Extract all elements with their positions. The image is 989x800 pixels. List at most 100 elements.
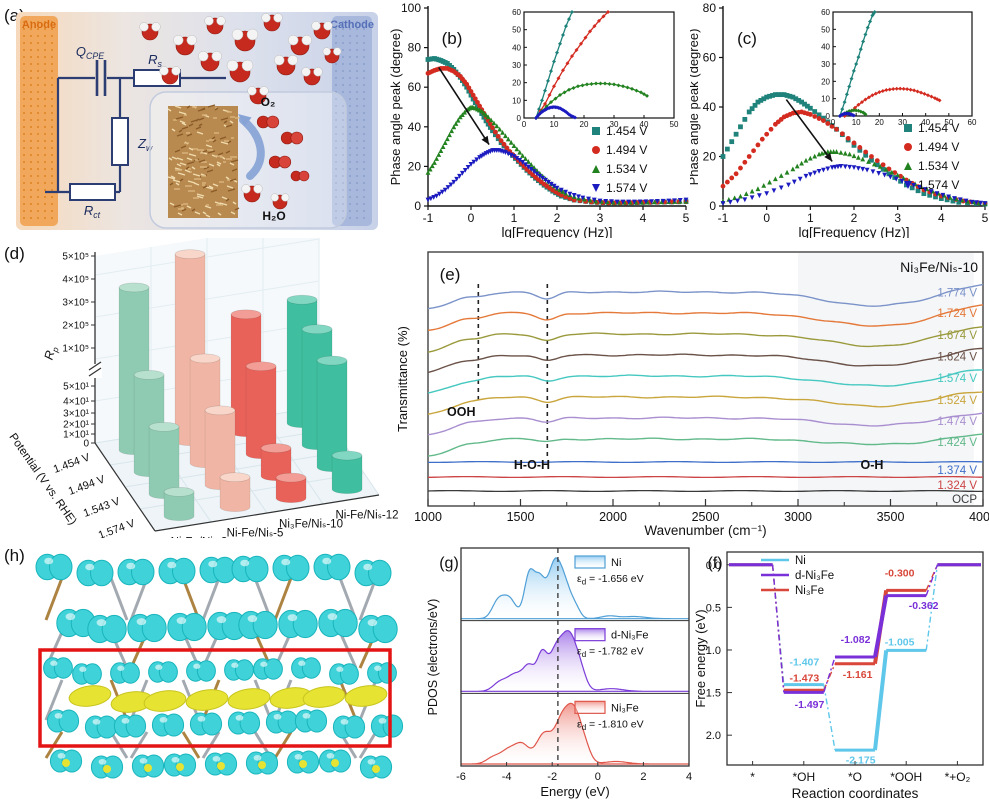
svg-text:4×10¹: 4×10¹ [63,397,90,408]
svg-text:3×10¹: 3×10¹ [63,409,90,420]
value-labels: -1.407 -1.473 -1.497 -1.082 -1.161 -2.175 -0.3… [789,568,938,767]
svg-text:10: 10 [512,96,521,105]
svg-text:lg[Frequency (Hz)]: lg[Frequency (Hz)] [501,225,612,238]
svg-text:2500: 2500 [692,510,720,524]
svg-text:Rct: Rct [84,203,101,220]
svg-text:1.534 V: 1.534 V [606,162,647,176]
free-energy-canvas: 0.0 0.5 1.0 1.5 2.0 * *OH *O *OOH *+O₂ Reaction co… [693,551,984,800]
svg-text:40: 40 [921,118,930,127]
reaction-arrow [238,114,265,180]
pdos-canvas: Ni εd = -1.656 eV d-Ni₃Fe εd = -1.782 eV Ni₃… [426,547,692,799]
svg-text:1.574 V: 1.574 V [918,178,959,192]
svg-text:-1: -1 [718,211,729,225]
panel-label-h: (h) [4,546,25,565]
bars [118,249,363,521]
svg-text:*OH: *OH [792,770,815,784]
dashed-markers [477,284,549,456]
water-molecules [139,13,342,105]
trend-arrow [438,66,490,146]
axes: -6 -4 -2 0 2 4 Energy (eV) PDOS (electrons/eV) [426,547,692,799]
band-annotations: OOH H-O-H O-H [447,405,883,472]
svg-text:Ni: Ni [795,555,806,567]
svg-text:Rs: Rs [148,52,162,69]
svg-text:30: 30 [898,118,907,127]
bar3d-canvas: 5×10⁵ 4×10⁵ 3×10⁵ 2×10⁵ 1×10⁵ 5×10¹ 4×10¹3×10¹… [6,220,399,549]
svg-text:60: 60 [968,118,977,127]
svg-text:OOH: OOH [447,405,475,419]
svg-text:4×10⁵: 4×10⁵ [62,275,89,286]
svg-text:Ni-Fe/Niₛ-5: Ni-Fe/Niₛ-5 [227,528,284,539]
svg-text:1.624 V: 1.624 V [937,351,977,363]
ftir-canvas: 1000 1500 2000 2500 3000 3500 4000 Wavenumber (… [395,251,989,538]
svg-text:30: 30 [512,61,521,70]
svg-text:Ni₃Fe: Ni₃Fe [795,585,824,597]
svg-text:20: 20 [703,150,717,164]
svg-text:0: 0 [414,199,421,213]
svg-text:1000: 1000 [414,510,442,524]
highlight-box [38,648,392,748]
svg-text:Free energy (eV): Free energy (eV) [695,609,708,707]
svg-text:0: 0 [522,120,527,129]
svg-text:2×10¹: 2×10¹ [63,420,90,431]
svg-text:1.534 V: 1.534 V [918,159,959,173]
panel-label-d: (d) [4,244,25,263]
svg-text:60: 60 [408,80,422,94]
svg-text:Energy (eV): Energy (eV) [540,784,609,799]
svg-text:1.674 V: 1.674 V [937,330,977,342]
data-series [720,92,988,207]
svg-text:4: 4 [686,771,692,783]
svg-text:d-Ni₃Fe: d-Ni₃Fe [611,630,649,642]
axes: 0.0 0.5 1.0 1.5 2.0 * *OH *O *OOH *+O₂ Reaction co… [693,551,984,800]
svg-text:4000: 4000 [969,510,989,524]
svg-text:1.494 V: 1.494 V [606,143,647,157]
svg-text:3500: 3500 [877,510,905,524]
legend: 1.454 V 1.494 V 1.534 V 1.574 V [592,124,647,195]
svg-text:(e): (e) [440,265,461,284]
svg-text:60: 60 [821,8,830,17]
svg-text:Phase angle peak (degree): Phase angle peak (degree) [390,29,403,186]
svg-text:-0.362: -0.362 [909,600,939,612]
svg-text:1.474 V: 1.474 V [937,416,977,428]
svg-text:H₂O: H₂O [262,209,285,223]
svg-text:0: 0 [826,112,831,121]
svg-text:-0.300: -0.300 [885,568,915,580]
svg-text:0: 0 [83,439,89,450]
svg-text:*OOH: *OOH [890,770,922,784]
svg-text:2.0: 2.0 [706,730,721,742]
svg-text:80: 80 [408,41,422,55]
panel-c-chart: -1 0 1 2 3 4 5 0 20 40 60 80 lg[Frequency (Hz)] Phase… [686,0,989,240]
svg-text:80: 80 [703,1,717,15]
svg-text:5×10⁵: 5×10⁵ [62,252,89,263]
svg-text:10: 10 [852,118,861,127]
svg-text:1.5: 1.5 [706,688,721,700]
shaded-band [798,253,974,505]
svg-text:30: 30 [610,120,619,129]
svg-text:60: 60 [512,8,521,17]
svg-text:εd = -1.656 eV: εd = -1.656 eV [577,573,644,587]
svg-text:50: 50 [944,118,953,127]
svg-text:5×10¹: 5×10¹ [63,382,90,393]
inset-nyquist: 0 10 20 30 40 50 0 10 20 30 40 50 60 [512,8,679,129]
svg-text:-4: -4 [502,771,512,783]
svg-text:QCPE: QCPE [76,44,104,61]
svg-text:Ni₃Fe/Niₛ-10: Ni₃Fe/Niₛ-10 [900,259,978,275]
svg-text:10: 10 [821,95,830,104]
svg-text:1.574 V: 1.574 V [937,373,977,385]
svg-text:PDOS (electrons/eV): PDOS (electrons/eV) [426,599,440,716]
axes: 1000 1500 2000 2500 3000 3500 4000 Wavenumber (… [395,251,989,538]
panel-f-free-energy: 0.0 0.5 1.0 1.5 2.0 * *OH *O *OOH *+O₂ Reaction co… [693,538,989,800]
svg-text:Ni₃Fe: Ni₃Fe [611,702,639,714]
trend-arrow [785,99,833,162]
svg-text:d-Ni₃Fe: d-Ni₃Fe [795,570,834,582]
spectra-curves: 1.774 V 1.724 V 1.674 V 1.624 V 1.574 V 1.524… [427,283,984,506]
svg-text:-1.407: -1.407 [789,656,819,668]
svg-text:2: 2 [554,211,561,225]
svg-text:Ni: Ni [611,557,621,569]
svg-text:5: 5 [683,211,690,225]
svg-text:0: 0 [831,118,836,127]
svg-text:O₂: O₂ [261,95,276,109]
svg-text:50: 50 [821,25,830,34]
svg-text:εd = -1.810 eV: εd = -1.810 eV [577,718,644,732]
